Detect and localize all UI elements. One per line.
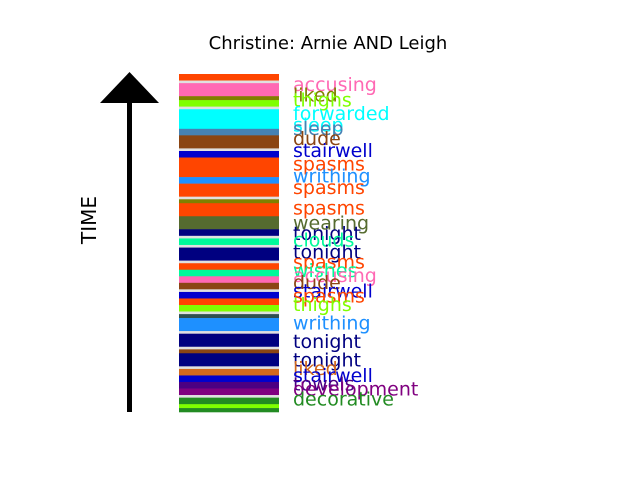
word-label-1: liked [293, 84, 338, 106]
word-label-8: spasms [293, 154, 365, 176]
stripe-39 [179, 353, 279, 367]
stripe-45 [179, 395, 279, 398]
stripe-4 [179, 100, 279, 107]
word-label-26: liked [293, 358, 338, 380]
word-label-19: dude [293, 272, 341, 294]
word-label-22: thighs [293, 294, 352, 316]
word-label-5: sleep [293, 118, 344, 140]
stripe-20 [179, 238, 279, 246]
stripe-29 [179, 291, 279, 299]
word-label-0: accusing [293, 74, 377, 96]
stripe-26 [179, 276, 279, 284]
word-label-25: tonight [293, 350, 361, 372]
word-label-16: spasms [293, 252, 365, 274]
time-axis: TIME [77, 72, 159, 412]
stripe-9 [179, 148, 279, 152]
stripe-18 [179, 229, 279, 237]
stripe-5 [179, 106, 279, 110]
word-label-7: stairwell [293, 140, 373, 162]
stripe-38 [179, 349, 279, 354]
stripe-30 [179, 298, 279, 306]
word-label-13: tonight [293, 223, 361, 245]
word-label-21: spasms [293, 285, 365, 307]
stripe-42 [179, 375, 279, 383]
stripe-16 [179, 203, 279, 217]
stripe-21 [179, 244, 279, 248]
word-label-12: wearing [293, 213, 369, 235]
stripe-25 [179, 269, 279, 277]
stripe-1 [179, 80, 279, 84]
stripe-0 [179, 74, 279, 81]
stripe-19 [179, 235, 279, 239]
stripe-14 [179, 196, 279, 200]
word-label-3: forwarded [293, 103, 390, 125]
word-label-6: dude [293, 128, 341, 150]
word-label-18: accusing [293, 265, 377, 287]
stripe-40 [179, 366, 279, 370]
word-label-28: towels [293, 373, 354, 395]
word-label-20: stairwell [293, 280, 373, 302]
word-label-27: stairwell [293, 365, 373, 387]
stripe-23 [179, 260, 279, 264]
stripe-28 [179, 289, 279, 293]
stripe-column [179, 74, 279, 413]
stripe-8 [179, 135, 279, 149]
stripe-6 [179, 109, 279, 130]
stripe-10 [179, 151, 279, 158]
stripe-7 [179, 128, 279, 136]
stripe-32 [179, 311, 279, 315]
stripe-37 [179, 346, 279, 350]
stripe-12 [179, 177, 279, 184]
stripe-35 [179, 331, 279, 334]
stripe-48 [179, 408, 279, 413]
stripe-34 [179, 318, 279, 332]
word-label-30: decorative [293, 389, 394, 411]
stripe-13 [179, 183, 279, 197]
word-labels: accusinglikedthighsforwardedsleepsleepdu… [293, 74, 418, 410]
word-label-15: tonight [293, 242, 361, 264]
word-label-29: development [293, 378, 418, 400]
chart-title: Christine: Arnie AND Leigh [209, 33, 448, 54]
word-label-17: wishes [293, 260, 357, 282]
word-label-10: spasms [293, 177, 365, 199]
stripe-2 [179, 83, 279, 97]
stripe-3 [179, 96, 279, 101]
word-label-4: sleep [293, 115, 344, 137]
stripe-22 [179, 247, 279, 261]
word-label-9: writhing [293, 165, 371, 187]
stripe-46 [179, 397, 279, 405]
word-label-14: clouds [293, 230, 354, 252]
word-label-24: tonight [293, 331, 361, 353]
stripe-44 [179, 388, 279, 396]
stripe-24 [179, 263, 279, 271]
word-label-23: writhing [293, 312, 371, 334]
word-label-2: thighs [293, 89, 352, 111]
stripe-36 [179, 333, 279, 348]
stripe-33 [179, 314, 279, 319]
stripe-47 [179, 404, 279, 409]
stripe-15 [179, 199, 279, 204]
stripe-41 [179, 368, 279, 376]
stripe-17 [179, 216, 279, 230]
time-arrow-head [100, 72, 159, 103]
stripe-43 [179, 381, 279, 389]
stripe-31 [179, 304, 279, 312]
word-label-11: spasms [293, 198, 365, 220]
time-axis-label: TIME [77, 196, 101, 245]
stripe-27 [179, 282, 279, 290]
stripe-11 [179, 157, 279, 178]
